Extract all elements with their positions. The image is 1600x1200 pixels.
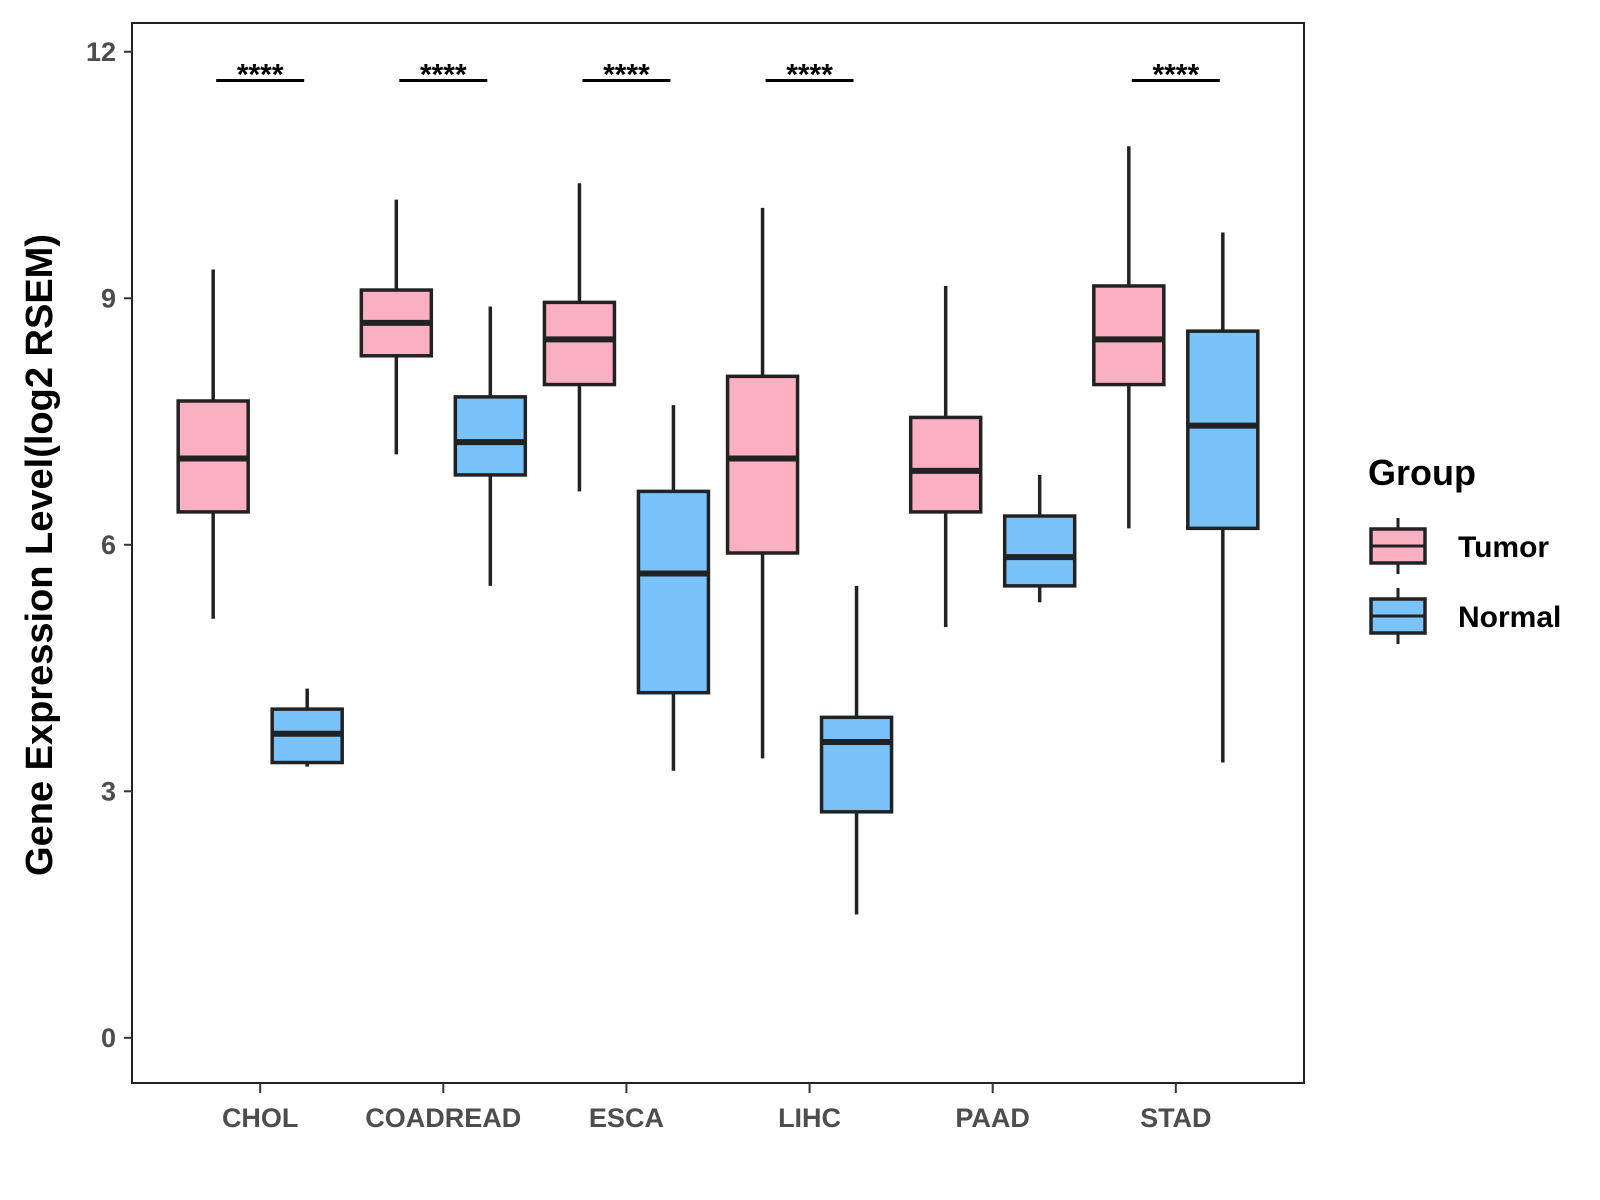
box-iqr (636, 489, 711, 695)
x-tick-label: STAD (1140, 1103, 1212, 1133)
significance-annotations: **** **** **** **** **** (216, 59, 1220, 92)
x-tick-label: LIHC (778, 1103, 841, 1133)
significance-label: **** (237, 59, 284, 92)
x-tick-label: ESCA (589, 1103, 664, 1133)
y-tick-label: 3 (101, 776, 116, 806)
x-axis: CHOL COADREAD ESCA LIHC PAAD STAD (222, 1083, 1212, 1133)
box-iqr (1186, 329, 1260, 531)
legend-label: Tumor (1458, 531, 1549, 564)
panel-border (131, 22, 1305, 1084)
box-series (176, 146, 1260, 915)
y-tick-label: 6 (101, 530, 116, 560)
box-tumor-esca (542, 183, 617, 492)
legend-item-normal: Normal (1369, 588, 1561, 644)
x-tick-label: COADREAD (365, 1103, 521, 1133)
box-tumor-chol (176, 269, 250, 619)
box-normal-paad (1002, 474, 1077, 603)
x-tick-label: PAAD (955, 1103, 1030, 1133)
box-tumor-coadread (359, 199, 434, 455)
y-tick-label: 12 (86, 37, 116, 67)
box-iqr (725, 374, 800, 555)
significance-label: **** (420, 59, 467, 92)
box-normal-esca (636, 405, 711, 771)
box-normal-coadread (453, 306, 528, 586)
significance-label: **** (1152, 59, 1199, 92)
box-normal-stad (1186, 232, 1260, 763)
box-iqr (819, 715, 894, 814)
box-tumor-paad (908, 285, 983, 627)
box-iqr (1092, 284, 1166, 387)
box-iqr (1002, 514, 1077, 588)
box-iqr (542, 300, 617, 387)
box-tumor-stad (1092, 146, 1166, 529)
box-iqr (908, 415, 983, 514)
significance-label: **** (603, 59, 650, 92)
x-tick-label: CHOL (222, 1103, 299, 1133)
plot-panel (131, 22, 1305, 1084)
legend-label: Normal (1458, 601, 1561, 634)
significance-label: **** (786, 59, 833, 92)
y-axis-title: Gene Expression Level(log2 RSEM) (19, 234, 61, 876)
y-tick-label: 0 (101, 1023, 116, 1053)
box-iqr (453, 395, 528, 477)
box-normal-lihc (819, 585, 894, 915)
box-tumor-lihc (725, 207, 800, 759)
y-tick-label: 9 (101, 283, 116, 313)
legend-item-tumor: Tumor (1369, 518, 1549, 574)
legend: Group Tumor Normal (1368, 452, 1561, 644)
y-axis: 0 3 6 9 12 (86, 37, 132, 1053)
box-normal-chol (270, 688, 344, 767)
legend-title: Group (1368, 452, 1476, 493)
